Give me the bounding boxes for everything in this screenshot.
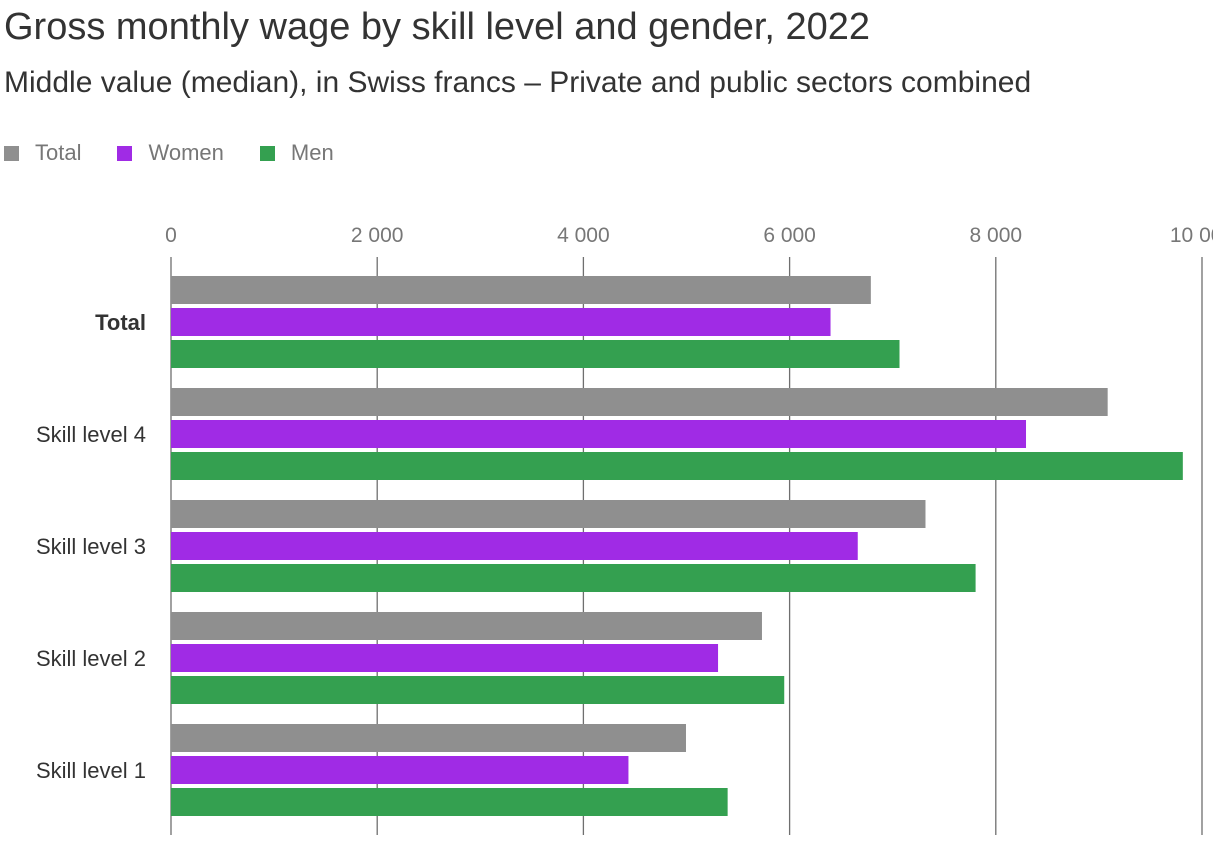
category-label-skill-level-1: Skill level 1 <box>36 758 146 783</box>
x-tick-label-4000: 4 000 <box>557 224 610 247</box>
category-label-total: Total <box>95 310 146 335</box>
category-label-skill-level-4: Skill level 4 <box>36 422 146 447</box>
x-tick-label-6000: 6 000 <box>763 224 816 247</box>
legend-item-men: Men <box>259 140 334 166</box>
legend-label-women: Women <box>148 140 224 165</box>
bar-men-skill-level-2 <box>171 676 785 704</box>
bar-men-skill-level-3 <box>171 564 976 592</box>
bar-women-total <box>171 308 831 336</box>
bar-women-skill-level-4 <box>171 420 1027 448</box>
bar-total-skill-level-4 <box>171 388 1108 416</box>
x-tick-label-8000: 8 000 <box>970 224 1023 247</box>
chart-title: Gross monthly wage by skill level and ge… <box>4 6 871 48</box>
legend-swatch-men <box>259 145 275 161</box>
x-tick-label-10000: 10 000 <box>1170 224 1213 247</box>
bar-men-total <box>171 340 900 368</box>
category-label-skill-level-2: Skill level 2 <box>36 646 146 671</box>
legend-label-total: Total <box>35 140 82 165</box>
legend-swatch-women <box>117 145 133 161</box>
bar-men-skill-level-1 <box>171 788 728 816</box>
legend-swatch-total <box>4 145 19 161</box>
legend-label-men: Men <box>290 140 334 165</box>
bar-total-skill-level-3 <box>171 500 926 528</box>
bar-women-skill-level-2 <box>171 644 719 672</box>
x-tick-label-2000: 2 000 <box>351 224 404 247</box>
legend-item-women: Women <box>117 140 224 166</box>
x-tick-label-0: 0 <box>165 224 177 247</box>
category-label-skill-level-3: Skill level 3 <box>36 534 146 559</box>
legend: Total Women Men <box>4 140 370 166</box>
bar-total-skill-level-1 <box>171 724 686 752</box>
chart-subtitle: Middle value (median), in Swiss francs –… <box>4 66 1032 99</box>
bar-total-skill-level-2 <box>171 612 762 640</box>
bar-men-skill-level-4 <box>171 452 1183 480</box>
legend-item-total: Total <box>4 140 81 166</box>
bar-total-total <box>171 276 871 304</box>
bar-women-skill-level-1 <box>171 756 629 784</box>
bar-women-skill-level-3 <box>171 532 858 560</box>
